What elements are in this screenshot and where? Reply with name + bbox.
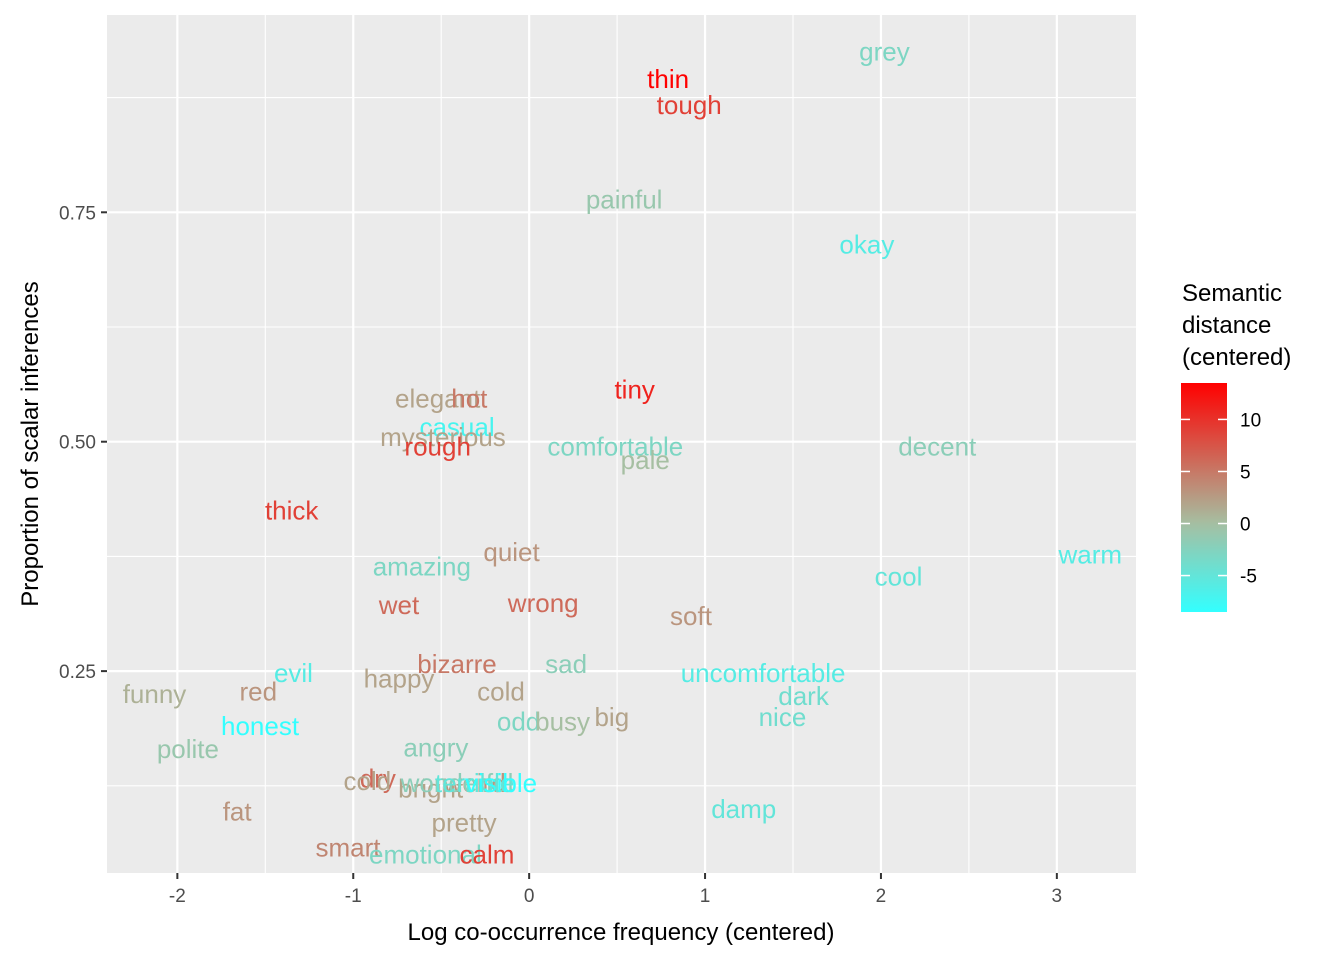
y-axis: 0.25 0.50 0.75 [59, 203, 107, 683]
point-label: grey [859, 37, 910, 67]
point-label: soft [670, 601, 713, 631]
y-axis-title: Proportion of scalar inferences [17, 281, 44, 607]
point-label: happy [364, 663, 435, 693]
point-label: honest [221, 711, 300, 741]
point-label: dark [778, 681, 830, 711]
point-label: mysterious [380, 422, 506, 452]
y-tick-label: 0.50 [59, 433, 96, 454]
point-labels: greythintoughpainfulokaytinyeleganthotca… [123, 37, 1122, 870]
point-label: thin [647, 64, 689, 94]
point-label: decent [898, 431, 977, 461]
legend-tick-label: 5 [1240, 462, 1251, 483]
point-label: sad [545, 649, 587, 679]
legend-tick-label: -5 [1240, 567, 1257, 588]
point-label: wet [378, 590, 420, 620]
y-tick-label: 0.25 [59, 662, 96, 683]
point-label: visible [465, 768, 537, 798]
point-label: angry [403, 732, 468, 762]
x-tick-label: 1 [700, 886, 711, 907]
point-label: amazing [373, 552, 471, 582]
point-label: cool [875, 562, 923, 592]
point-label: tiny [614, 374, 654, 404]
point-label: weird [443, 768, 506, 798]
legend-title-line-1: Semantic [1182, 280, 1282, 307]
point-label: thick [265, 496, 319, 526]
point-label: calm [459, 840, 514, 870]
x-axis-title: Log co-occurrence frequency (centered) [408, 919, 835, 946]
point-label: wrong [507, 588, 579, 618]
x-tick-label: -2 [169, 886, 186, 907]
point-label: casual [419, 412, 494, 442]
legend-tick-label: 0 [1240, 515, 1251, 536]
legend-title-line-2: distance [1182, 312, 1271, 339]
point-label: fat [223, 797, 253, 827]
point-label: cold [477, 676, 525, 706]
point-label: pretty [432, 808, 497, 838]
point-label: hot [451, 384, 488, 414]
point-label: evil [274, 658, 313, 688]
point-label: terrible [435, 768, 514, 798]
point-label: elegant [395, 384, 481, 414]
point-label: tough [657, 90, 722, 120]
point-label: nice [759, 702, 807, 732]
point-label: odd [497, 707, 540, 737]
point-label: uncomfortable [681, 658, 846, 688]
point-label: busy [535, 707, 590, 737]
point-label: dry [360, 763, 396, 793]
point-label: funny [123, 679, 187, 709]
major-gridlines [107, 15, 1136, 873]
point-label: wonderful [400, 768, 514, 798]
x-axis: -2 -1 0 1 2 3 [169, 873, 1062, 907]
x-tick-label: -1 [345, 886, 362, 907]
y-tick-label: 0.75 [59, 203, 96, 224]
legend-title-line-3: (centered) [1182, 344, 1291, 371]
point-label: quiet [483, 537, 540, 567]
point-label: bright [398, 774, 464, 804]
minor-gridlines [107, 15, 1136, 873]
point-label: rough [404, 431, 471, 461]
point-label: pale [621, 445, 670, 475]
point-label: bizarre [417, 649, 496, 679]
legend-tick-label: 10 [1240, 410, 1261, 431]
x-tick-label: 2 [876, 886, 887, 907]
point-label: comfortable [547, 431, 683, 461]
point-label: big [594, 702, 629, 732]
point-label: polite [157, 734, 219, 764]
point-label: emotional [369, 840, 482, 870]
point-label: red [239, 676, 277, 706]
point-label: painful [586, 184, 663, 214]
color-legend: Semantic distance (centered) 10 5 0 -5 [1181, 280, 1291, 612]
point-label: cold [343, 766, 391, 796]
point-label: smart [315, 832, 381, 862]
x-tick-label: 3 [1052, 886, 1063, 907]
legend-colorbar [1181, 383, 1227, 612]
point-label: okay [839, 229, 894, 259]
plot-panel [107, 15, 1136, 873]
legend-ticks: 10 5 0 -5 [1181, 410, 1261, 588]
x-tick-label: 0 [524, 886, 535, 907]
point-label: warm [1057, 540, 1122, 570]
point-label: damp [711, 794, 776, 824]
